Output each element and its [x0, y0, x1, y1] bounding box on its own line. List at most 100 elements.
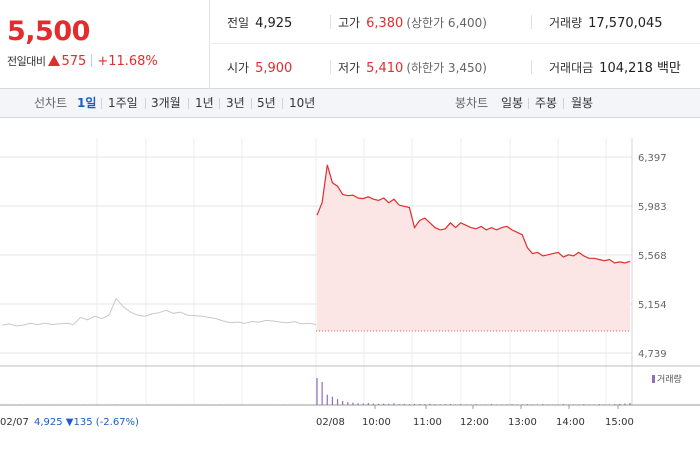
volume-bar [593, 404, 595, 405]
volume-bar [531, 404, 534, 405]
change-label: 전일대비 [7, 55, 46, 68]
x-tick-label: 13:00 [508, 417, 537, 428]
stat-prev-close: 전일 4,925 [227, 0, 292, 44]
x-tick-label: 02/08 [316, 417, 345, 428]
volume-bar [336, 399, 339, 405]
volume-bar [583, 404, 585, 405]
y-tick-label: 6,397 [638, 153, 667, 164]
volume-bar [342, 400, 344, 405]
volume-bar [357, 403, 359, 405]
stat-amount: 거래대금 104,218 백만 [549, 45, 681, 89]
change-percent: +11.68% [97, 54, 158, 69]
today-line [316, 164, 631, 264]
prev-day-line [1, 297, 317, 327]
tab-1day[interactable]: 1일 [77, 96, 97, 110]
volume-bar [316, 378, 318, 405]
tab-10year[interactable]: 10년 [289, 96, 316, 110]
volume-bar [439, 404, 441, 405]
volume-bar [562, 404, 564, 405]
change-line: 전일대비 575 +11.68% [7, 53, 158, 69]
legend-swatch [652, 375, 655, 383]
volume-bar [367, 402, 369, 405]
stats-row-2: 시가 5,900 저가 5,410 (하한가 3,450) 거래대금 104,218 백만 [211, 45, 700, 89]
volume-bar [501, 404, 503, 405]
divider [528, 98, 529, 109]
volume-bar [321, 382, 323, 405]
volume-bar [408, 404, 410, 405]
price-chart[interactable]: 6,397 5,983 5,568 5,154 4,739 거래량 02/07 02/08 10… [0, 118, 700, 450]
volume-bar [454, 404, 457, 405]
tab-5year[interactable]: 5년 [257, 96, 276, 110]
volume-bar [372, 403, 375, 405]
tab-3month[interactable]: 3개월 [151, 96, 181, 110]
tab-1week[interactable]: 1주일 [108, 96, 138, 110]
volume-bar [506, 404, 508, 405]
chart-plot [1, 164, 631, 332]
legend-label: 거래량 [657, 373, 682, 385]
stat-label: 고가 [338, 16, 361, 30]
tab-monthly-candle[interactable]: 월봉 [571, 96, 594, 110]
volume-bar [331, 396, 333, 405]
up-triangle-icon [48, 55, 61, 66]
divider [91, 54, 93, 67]
volume-bar [480, 404, 482, 405]
volume-bar [403, 403, 405, 405]
volume-bar [465, 404, 467, 405]
divider [531, 60, 532, 74]
volume-bar [424, 404, 426, 405]
volume-bar [552, 404, 554, 405]
volume-bar [485, 404, 487, 405]
volume-bar [393, 403, 395, 405]
stat-low: 저가 5,410 (하한가 3,450) [338, 45, 487, 89]
volume-bar [521, 404, 523, 405]
stat-value: 104,218 [599, 61, 653, 76]
stat-label: 거래량 [549, 16, 583, 30]
volume-bar [511, 404, 513, 405]
quote-summary: 5,500 전일대비 575 +11.68% 전일 4,925 고가 6,380 (상한가… [0, 0, 700, 89]
tab-weekly-candle[interactable]: 주봉 [535, 96, 558, 110]
divider [251, 98, 252, 109]
tab-3year[interactable]: 3년 [226, 96, 245, 110]
stats-row-1: 전일 4,925 고가 6,380 (상한가 6,400) 거래량 17,570,045 [211, 0, 700, 44]
stat-sub: (상한가 6,400) [406, 16, 487, 30]
volume-bar [444, 404, 446, 405]
volume-bar-prev [1, 404, 3, 405]
x-tick-label: 11:00 [413, 417, 442, 428]
volume-plot [1, 378, 631, 405]
y-tick-label: 4,739 [638, 349, 667, 360]
volume-bar [475, 404, 477, 405]
stat-volume: 거래량 17,570,045 [549, 0, 663, 44]
volume-bar [578, 404, 580, 405]
divider [330, 15, 331, 29]
stat-sub: (하한가 3,450) [406, 61, 487, 75]
chart-labels: 6,397 5,983 5,568 5,154 4,739 거래량 02/07 02/08 10… [0, 153, 682, 428]
volume-bar [398, 404, 400, 405]
stat-high: 고가 6,380 (상한가 6,400) [338, 0, 487, 44]
volume-bar [429, 403, 431, 405]
divider [219, 98, 220, 109]
divider [145, 98, 146, 109]
stat-value: 5,900 [255, 61, 293, 76]
y-tick-label: 5,983 [638, 202, 667, 213]
stat-label: 저가 [338, 61, 361, 75]
divider [563, 98, 564, 109]
x-tick-label: 12:00 [460, 417, 489, 428]
tab-1year[interactable]: 1년 [195, 96, 214, 110]
divider [101, 98, 102, 109]
volume-bar [537, 404, 539, 405]
volume-bar [614, 404, 616, 405]
stat-value: 4,925 [255, 16, 293, 31]
price-box: 5,500 전일대비 575 +11.68% [0, 0, 210, 89]
volume-bar [377, 403, 380, 405]
volume-bar [542, 404, 544, 405]
stat-label: 거래대금 [549, 61, 594, 75]
change-value: 575 [61, 54, 87, 69]
stat-label: 시가 [227, 61, 250, 75]
x-tick-label: 02/07 [0, 417, 29, 428]
volume-bar [352, 402, 354, 405]
volume-bar [495, 404, 498, 405]
volume-bar [557, 404, 559, 405]
volume-bar [470, 404, 472, 405]
tab-daily-candle[interactable]: 일봉 [501, 96, 524, 110]
volume-bar [449, 404, 452, 405]
